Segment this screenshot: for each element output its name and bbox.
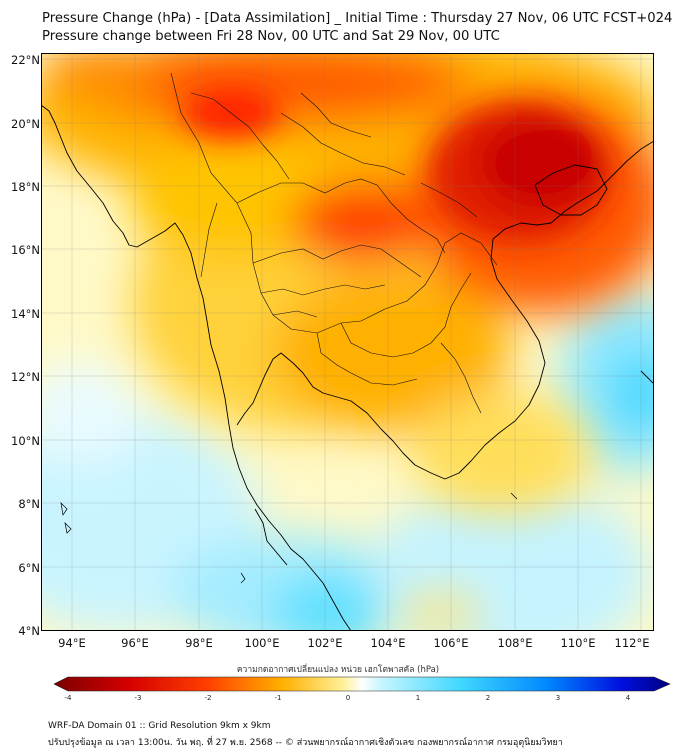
colorbar-tick: -1 (274, 694, 282, 702)
pressure-change-map (41, 53, 654, 631)
lon-tick-label: 112°E (614, 636, 650, 650)
lat-tick-label: 12°N (11, 370, 40, 384)
lon-tick-label: 106°E (433, 636, 469, 650)
lon-tick-label: 110°E (560, 636, 596, 650)
lat-tick-label: 20°N (11, 117, 40, 131)
lon-tick-label: 94°E (58, 636, 86, 650)
colorbar-label: ความกดอากาศเปลี่ยนแปลง หน่วย เฮกโตพาสคัล… (236, 665, 440, 675)
colorbar-tick: 0 (345, 694, 351, 702)
colorbar (54, 676, 671, 692)
map-border (41, 53, 654, 631)
colorbar-tick: -2 (204, 694, 212, 702)
lat-tick-label: 14°N (11, 307, 40, 321)
islands (60, 492, 518, 584)
admin-borders (170, 72, 498, 414)
falling-pressure-field (41, 293, 654, 631)
coastlines (41, 104, 654, 631)
lon-tick-label: 108°E (497, 636, 533, 650)
colorbar-tick: 1 (415, 694, 421, 702)
lon-tick-label: 96°E (121, 636, 149, 650)
footer-credit: ปรับปรุงข้อมูล ณ เวลา 13:00น. วัน พฤ. ที… (48, 738, 563, 748)
lat-tick-label: 22°N (11, 53, 40, 67)
lat-tick-label: 4°N (18, 624, 40, 638)
lat-tick-label: 16°N (11, 243, 40, 257)
lat-tick-label: 8°N (18, 497, 40, 511)
colorbar-tick: -3 (134, 694, 142, 702)
lat-tick-label: 10°N (11, 434, 40, 448)
map-svg (41, 53, 654, 631)
title-line-2: Pressure change between Fri 28 Nov, 00 U… (42, 29, 500, 44)
lat-tick-label: 6°N (18, 561, 40, 575)
colorbar-tick: 3 (555, 694, 561, 702)
lon-tick-label: 98°E (185, 636, 213, 650)
lon-tick-label: 104°E (370, 636, 406, 650)
chart-title: Pressure Change (hPa) - [Data Assimilati… (42, 10, 672, 46)
lat-tick-label: 18°N (11, 180, 40, 194)
colorbar-tick: 4 (625, 694, 631, 702)
footer-domain-info: WRF-DA Domain 01 :: Grid Resolution 9km … (48, 721, 271, 731)
title-line-1: Pressure Change (hPa) - [Data Assimilati… (42, 11, 673, 26)
colorbar-tick: 2 (485, 694, 491, 702)
colorbar-tick: -4 (64, 694, 72, 702)
lon-tick-label: 102°E (307, 636, 343, 650)
graticule (41, 53, 654, 631)
lon-tick-label: 100°E (244, 636, 280, 650)
